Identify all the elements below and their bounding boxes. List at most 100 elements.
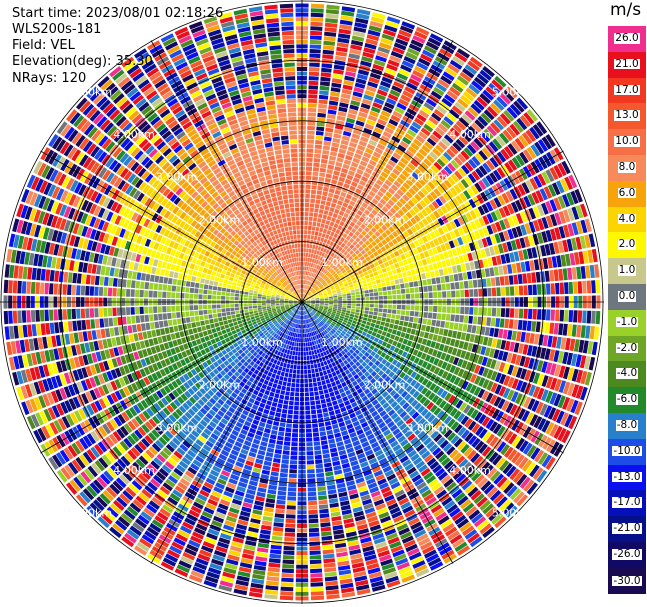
- velocity-gate: [325, 313, 331, 317]
- velocity-gate: [310, 12, 324, 18]
- velocity-gate: [383, 326, 389, 332]
- velocity-gate: [333, 69, 344, 75]
- velocity-gate: [308, 293, 312, 297]
- velocity-gate: [466, 144, 477, 155]
- velocity-gate: [412, 349, 419, 356]
- velocity-gate: [323, 263, 328, 269]
- velocity-gate: [365, 303, 370, 307]
- velocity-gate: [331, 78, 343, 84]
- velocity-gate: [578, 251, 585, 265]
- velocity-gate: [360, 60, 372, 68]
- velocity-gate: [423, 250, 430, 258]
- velocity-gate: [533, 259, 540, 271]
- velocity-gate: [269, 434, 277, 440]
- velocity-gate: [289, 469, 297, 474]
- velocity-gate: [292, 424, 299, 429]
- velocity-gate: [507, 330, 513, 340]
- velocity-gate: [303, 266, 305, 271]
- velocity-gate: [338, 303, 343, 305]
- velocity-gate: [454, 170, 463, 180]
- velocity-gate: [494, 75, 507, 88]
- velocity-gate: [466, 271, 472, 280]
- velocity-gate: [265, 502, 275, 508]
- velocity-gate: [309, 53, 321, 59]
- velocity-gate: [506, 352, 513, 363]
- velocity-gate: [354, 213, 361, 220]
- velocity-gate: [318, 213, 323, 219]
- velocity-gate: [532, 359, 540, 371]
- velocity-gate: [557, 162, 567, 177]
- velocity-gate: [394, 106, 405, 115]
- velocity-gate: [269, 391, 275, 397]
- velocity-gate: [373, 127, 383, 134]
- velocity-gate: [478, 228, 485, 238]
- velocity-gate: [537, 373, 545, 386]
- velocity-gate: [511, 140, 522, 153]
- velocity-gate: [358, 233, 364, 240]
- velocity-gate: [465, 262, 471, 271]
- velocity-gate: [283, 400, 289, 405]
- velocity-gate: [470, 373, 477, 383]
- velocity-gate: [508, 275, 514, 285]
- velocity-gate: [381, 239, 388, 246]
- velocity-gate: [331, 271, 336, 276]
- velocity-gate: [336, 263, 341, 268]
- velocity-gate: [309, 49, 321, 54]
- velocity-gate: [391, 238, 398, 245]
- velocity-gate: [326, 239, 331, 245]
- velocity-gate: [351, 303, 356, 306]
- velocity-gate: [561, 396, 571, 410]
- velocity-gate: [505, 286, 510, 296]
- velocity-gate: [505, 190, 514, 202]
- velocity-gate: [309, 536, 320, 542]
- velocity-gate: [416, 202, 424, 211]
- velocity-gate: [304, 207, 309, 212]
- velocity-gate: [437, 306, 442, 313]
- velocity-gate: [289, 460, 298, 465]
- velocity-gate: [445, 232, 452, 241]
- velocity-gate: [474, 260, 480, 270]
- velocity-gate: [327, 109, 337, 115]
- velocity-gate: [506, 126, 517, 139]
- velocity-gate: [515, 154, 525, 167]
- velocity-gate: [328, 410, 335, 416]
- velocity-gate: [313, 349, 318, 355]
- velocity-gate: [304, 270, 306, 275]
- velocity-gate: [432, 262, 438, 270]
- velocity-gate: [354, 314, 359, 319]
- velocity-gate: [303, 239, 307, 244]
- velocity-gate: [425, 272, 431, 279]
- velocity-gate: [498, 362, 506, 373]
- velocity-gate: [447, 346, 454, 355]
- velocity-gate: [310, 595, 325, 601]
- velocity-gate: [338, 28, 352, 35]
- velocity-gate: [511, 263, 517, 274]
- velocity-gate: [502, 351, 509, 362]
- velocity-gate: [496, 151, 507, 163]
- velocity-gate: [346, 241, 352, 247]
- velocity-gate: [478, 377, 486, 387]
- velocity-gate: [461, 164, 470, 175]
- velocity-gate: [287, 496, 297, 501]
- velocity-gate: [455, 290, 460, 298]
- velocity-gate: [387, 218, 395, 226]
- velocity-gate: [536, 232, 544, 244]
- velocity-gate: [335, 51, 348, 57]
- velocity-gate: [327, 309, 332, 313]
- velocity-gate: [566, 352, 573, 366]
- velocity-gate: [568, 310, 574, 323]
- velocity-gate: [464, 128, 476, 140]
- velocity-gate: [437, 359, 444, 368]
- velocity-gate: [490, 277, 496, 287]
- velocity-gate: [313, 249, 318, 255]
- velocity-gate: [416, 61, 429, 71]
- velocity-gate: [337, 37, 350, 44]
- velocity-gate: [317, 117, 326, 123]
- velocity-gate: [323, 45, 335, 51]
- velocity-gate: [558, 323, 564, 336]
- velocity-gate: [317, 218, 322, 223]
- velocity-gate: [382, 29, 396, 37]
- velocity-gate: [292, 369, 297, 374]
- velocity-gate: [334, 189, 341, 196]
- velocity-gate: [472, 316, 478, 325]
